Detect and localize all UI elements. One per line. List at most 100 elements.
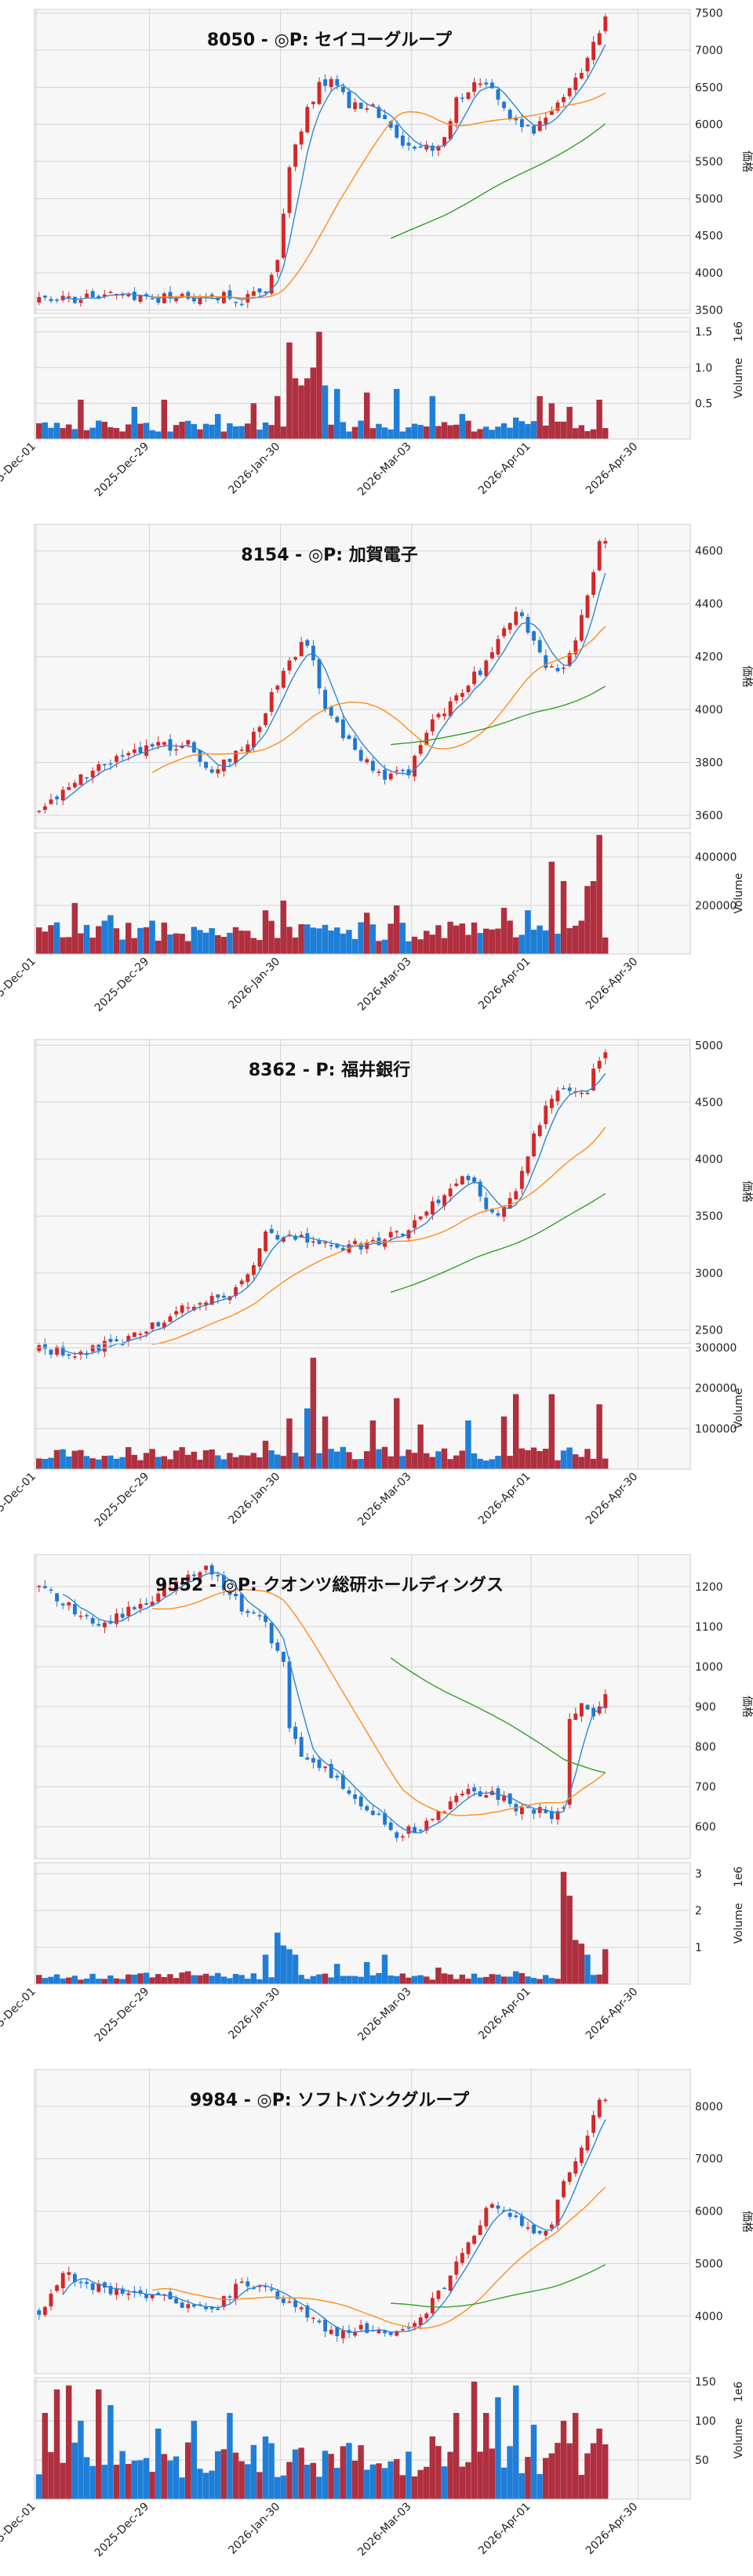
candle-body — [234, 1287, 238, 1297]
candle-body — [138, 1333, 143, 1335]
candle-body — [507, 110, 512, 120]
volume-bar — [36, 927, 42, 954]
candle-body — [532, 2224, 537, 2233]
candle-body — [329, 1764, 333, 1778]
volume-bar — [280, 1456, 287, 1469]
candle-body — [293, 144, 298, 167]
volume-bar — [298, 1975, 304, 1984]
volume-bar — [167, 934, 173, 954]
candle-body — [489, 652, 494, 659]
candle-body — [55, 299, 60, 301]
candle-body — [281, 1237, 286, 1242]
volume-bar — [340, 422, 347, 439]
volume-bar — [328, 2454, 334, 2499]
volume-bar — [161, 922, 168, 954]
candle-body — [299, 1736, 304, 1757]
price-axis-label: 価格 — [740, 666, 753, 688]
candle-body — [489, 1209, 494, 1213]
volume-frame — [34, 1347, 691, 1470]
candle-body — [537, 640, 542, 653]
volume-bar — [126, 1447, 132, 1469]
candle-body — [466, 1788, 471, 1794]
volume-bar — [36, 423, 42, 439]
volume-bar — [358, 1459, 364, 1469]
volume-bar — [602, 2444, 609, 2499]
volume-bar — [36, 2474, 42, 2499]
candle-body — [108, 763, 113, 765]
candle-body — [72, 782, 77, 788]
candle-body — [251, 1264, 256, 1275]
candle-body — [305, 640, 310, 646]
volume-bar — [245, 1979, 251, 1984]
volume-bar — [96, 1979, 102, 1984]
candle-body — [573, 2161, 578, 2174]
volume-bar — [322, 2451, 329, 2499]
volume-bar — [465, 2462, 471, 2499]
volume-bar — [304, 1408, 311, 1469]
chart-title: 8050 - ◎P: セイコーグループ — [207, 30, 453, 50]
candle-body — [156, 742, 161, 746]
volume-bar — [507, 1456, 513, 1469]
candle-body — [478, 1791, 482, 1797]
price-tick-label: 900 — [695, 1701, 716, 1714]
volume-bar — [167, 431, 173, 439]
price-plot-area — [35, 1039, 690, 1344]
candle-body — [430, 145, 435, 151]
candle-body — [507, 1793, 512, 1805]
volume-bar — [71, 429, 78, 439]
volume-bar — [310, 1357, 317, 1469]
candle-body — [227, 290, 232, 299]
volume-bar — [500, 1976, 507, 1984]
candle-body — [496, 1213, 500, 1216]
volume-bar — [537, 396, 543, 439]
candle-body — [216, 769, 220, 774]
candle-body — [507, 2212, 512, 2217]
candle-body — [365, 2323, 369, 2333]
volume-bar — [238, 2461, 245, 2499]
volume-tick-label: 400000 — [695, 851, 737, 864]
volume-bar — [566, 1447, 573, 1469]
candle-body — [340, 86, 345, 93]
volume-axis-label: Volume — [733, 1903, 745, 1943]
candle-body — [305, 2306, 310, 2318]
volume-bar — [453, 2413, 460, 2499]
volume-bar — [227, 932, 233, 954]
x-tick-label: 2025-Dec-01 — [0, 441, 38, 499]
candle-body — [454, 695, 459, 701]
volume-bar — [369, 1975, 376, 1984]
candle-body — [442, 2288, 447, 2289]
volume-bar — [602, 1949, 609, 1984]
volume-bar — [66, 424, 72, 439]
volume-bar — [191, 423, 198, 439]
price-tick-label: 5500 — [695, 156, 723, 169]
ma-mid-line — [152, 92, 606, 299]
candle-body — [115, 293, 119, 296]
volume-bar — [155, 431, 162, 439]
candle-body — [436, 1199, 441, 1203]
volume-bar — [36, 1458, 42, 1469]
volume-bar — [298, 385, 304, 439]
candle-body — [162, 1322, 166, 1328]
candle-body — [478, 1181, 482, 1197]
volume-bar — [543, 1449, 549, 1469]
x-tick-label: 2025-Dec-01 — [0, 1986, 38, 2044]
volume-bar — [513, 2386, 519, 2499]
volume-bar — [477, 1458, 483, 1469]
volume-bar — [500, 423, 507, 439]
volume-bar — [83, 924, 90, 954]
volume-bar — [149, 1977, 155, 1984]
volume-bar — [590, 1975, 597, 1984]
volume-bar — [60, 937, 66, 954]
candle-body — [72, 1356, 77, 1358]
volume-bar — [530, 2425, 537, 2499]
volume-bar — [268, 1450, 275, 1469]
candle-body — [275, 1235, 280, 1240]
candle-body — [448, 2275, 453, 2291]
volume-bar — [245, 1455, 251, 1469]
candle-body — [293, 2300, 298, 2308]
candle-body — [597, 33, 602, 45]
candle-body — [335, 78, 340, 86]
volume-bar — [238, 931, 245, 954]
volume-bar — [566, 406, 573, 439]
volume-bar — [548, 1394, 555, 1469]
